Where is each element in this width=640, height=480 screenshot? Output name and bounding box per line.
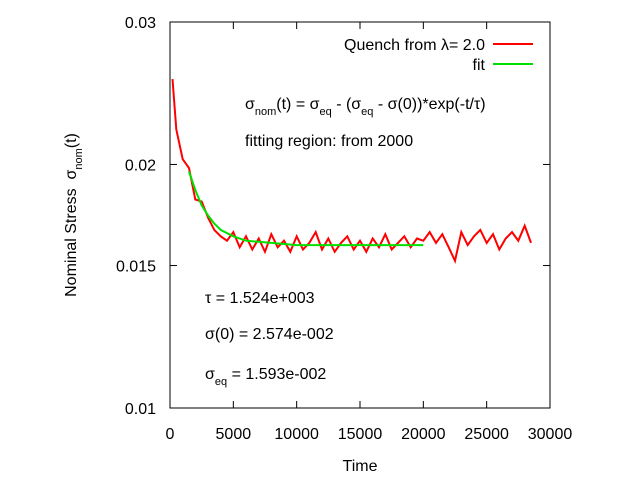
- y-axis-label-part: nom: [73, 148, 85, 169]
- annotation-part: fitting region: from 2000: [245, 133, 413, 150]
- annotation-part: - (σ: [332, 96, 362, 113]
- x-axis-label: Time: [343, 458, 378, 475]
- annotation-part: = 1.593e-002: [227, 366, 326, 383]
- annotation-part: σ: [205, 366, 215, 383]
- y-axis-label-part: Nominal Stress σ: [63, 170, 80, 297]
- y-axis-label-part: (t): [63, 133, 80, 148]
- y-tick-label: 0.015: [116, 259, 156, 276]
- annotation: σ(0) = 2.574e-002: [205, 326, 334, 343]
- annotation: σeq = 1.593e-002: [205, 366, 326, 388]
- annotation-part: σ: [245, 96, 255, 113]
- annotation-part: eq: [361, 106, 373, 118]
- annotation: fitting region: from 2000: [245, 133, 413, 150]
- legend-label: fit: [473, 57, 486, 74]
- y-axis-label: Nominal Stress σnom(t): [63, 133, 85, 297]
- x-tick-label: 25000: [464, 426, 509, 443]
- annotation-part: σ(0) = 2.574e-002: [205, 326, 334, 343]
- series-line: [171, 79, 532, 265]
- legend-label: Quench from λ= 2.0: [344, 37, 485, 54]
- annotation-part: nom: [255, 106, 276, 118]
- annotation: σnom(t) = σeq - (σeq - σ(0))*exp(-t/τ): [245, 96, 486, 118]
- annotation-part: (t) = σ: [276, 96, 319, 113]
- series-line: [188, 171, 424, 247]
- x-tick-label: 15000: [338, 426, 383, 443]
- y-tick-label: 0.02: [125, 157, 156, 174]
- plot-border: [169, 21, 551, 409]
- annotation-part: eq: [215, 376, 227, 388]
- x-tick-label: 20000: [401, 426, 446, 443]
- x-tick-label: 10000: [274, 426, 319, 443]
- y-tick-label: 0.01: [125, 401, 156, 418]
- x-tick-label: 0: [166, 426, 175, 443]
- x-tick-label: 5000: [216, 426, 252, 443]
- x-tick-label: 30000: [528, 426, 573, 443]
- annotation-part: τ = 1.524e+003: [205, 290, 315, 307]
- annotation: τ = 1.524e+003: [205, 290, 315, 307]
- annotation-part: - σ(0))*exp(-t/τ): [373, 96, 485, 113]
- y-tick-label: 0.03: [125, 15, 156, 32]
- annotation-part: eq: [320, 106, 332, 118]
